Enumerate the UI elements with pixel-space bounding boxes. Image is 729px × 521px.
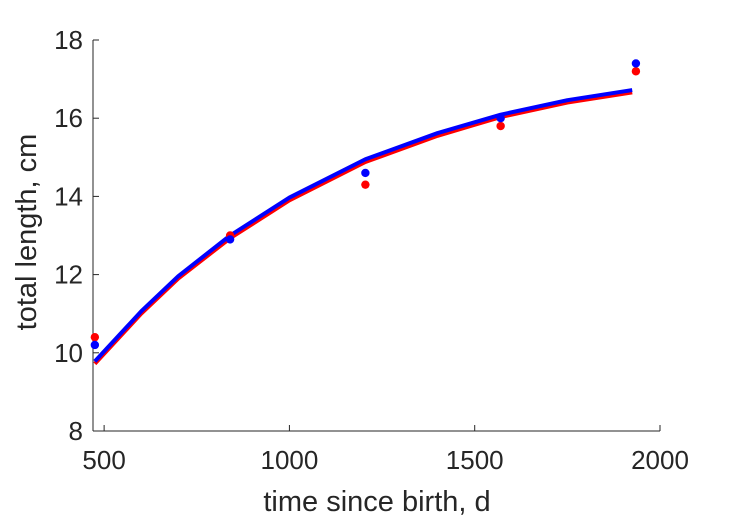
red-data-point — [631, 67, 641, 76]
blue-data-point — [631, 59, 641, 68]
red-data-point — [361, 180, 370, 189]
y-tick-label: 12 — [54, 260, 83, 290]
x-axis-label: time since birth, d — [263, 486, 490, 518]
blue-data-point — [361, 168, 370, 178]
red-fit-line — [93, 90, 633, 366]
blue-data-point — [90, 340, 100, 350]
y-tick-label: 16 — [54, 103, 83, 133]
y-axis-label: total length, cm — [11, 134, 43, 331]
y-tick-label: 10 — [54, 338, 83, 368]
blue-fit-line — [93, 88, 633, 363]
x-tick-label: 500 — [82, 445, 125, 475]
red-data-point — [90, 332, 100, 342]
ticks: 500 1000 1500 2000 8 10 12 14 16 18 — [54, 25, 689, 475]
blue-data-point — [225, 235, 235, 244]
red-data-point — [496, 121, 505, 131]
axes — [92, 40, 660, 432]
y-tick-label: 14 — [54, 181, 83, 211]
plot-series — [90, 59, 641, 366]
x-tick-label: 2000 — [631, 445, 689, 475]
x-tick-label: 1500 — [446, 445, 504, 475]
y-tick-label: 18 — [54, 25, 83, 55]
x-tick-label: 1000 — [260, 445, 318, 475]
blue-data-point — [496, 114, 505, 123]
y-tick-label: 8 — [69, 416, 83, 446]
